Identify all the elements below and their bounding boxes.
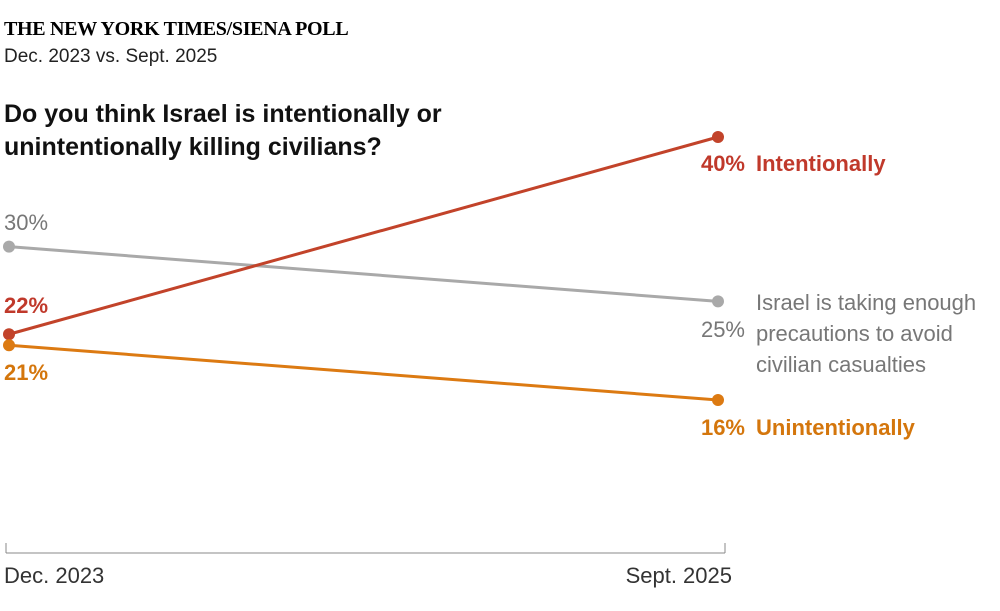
x-tick-label: Sept. 2025 (625, 563, 732, 588)
legend-label: Intentionally (756, 151, 886, 176)
x-tick-label: Dec. 2023 (4, 563, 105, 588)
point (3, 240, 15, 253)
point (3, 339, 15, 352)
series-line (8, 343, 719, 402)
point (712, 394, 724, 406)
chart-title: Do you think Israel is intentionally or … (4, 100, 442, 161)
point (712, 131, 724, 143)
series-line (8, 245, 719, 303)
value-label: 25% (700, 317, 745, 343)
series-line (8, 135, 719, 336)
legend-label: Unintentionally (756, 415, 915, 440)
value-label: 21% (4, 360, 49, 386)
value-label: 30% (4, 209, 49, 235)
header: THE NEW YORK TIMES/SIENA POLL (4, 18, 349, 40)
point (3, 328, 15, 341)
point (712, 295, 724, 308)
value-label: 40% (700, 151, 745, 176)
value-label: 16% (700, 415, 745, 440)
subtitle: Dec. 2023 vs. Sept. 2025 (4, 46, 218, 67)
value-label: 22% (4, 293, 49, 319)
legend-label: Israel is taking enough precautions to a… (756, 290, 977, 378)
